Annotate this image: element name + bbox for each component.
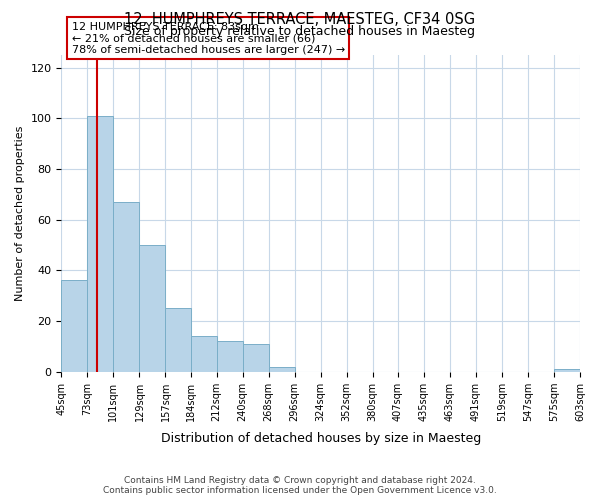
- Y-axis label: Number of detached properties: Number of detached properties: [15, 126, 25, 301]
- Bar: [88, 116, 113, 372]
- Bar: [242, 344, 269, 372]
- Bar: [139, 245, 166, 372]
- X-axis label: Distribution of detached houses by size in Maesteg: Distribution of detached houses by size …: [161, 432, 481, 445]
- Bar: [217, 342, 242, 372]
- Bar: [269, 366, 295, 372]
- Bar: [166, 308, 191, 372]
- Text: 12 HUMPHREYS TERRACE: 83sqm
← 21% of detached houses are smaller (66)
78% of sem: 12 HUMPHREYS TERRACE: 83sqm ← 21% of det…: [72, 22, 345, 55]
- Text: 12, HUMPHREYS TERRACE, MAESTEG, CF34 0SG: 12, HUMPHREYS TERRACE, MAESTEG, CF34 0SG: [124, 12, 476, 28]
- Text: Size of property relative to detached houses in Maesteg: Size of property relative to detached ho…: [125, 25, 476, 38]
- Bar: [191, 336, 217, 372]
- Text: Contains HM Land Registry data © Crown copyright and database right 2024.
Contai: Contains HM Land Registry data © Crown c…: [103, 476, 497, 495]
- Bar: [113, 202, 139, 372]
- Bar: [61, 280, 88, 372]
- Bar: [554, 369, 580, 372]
